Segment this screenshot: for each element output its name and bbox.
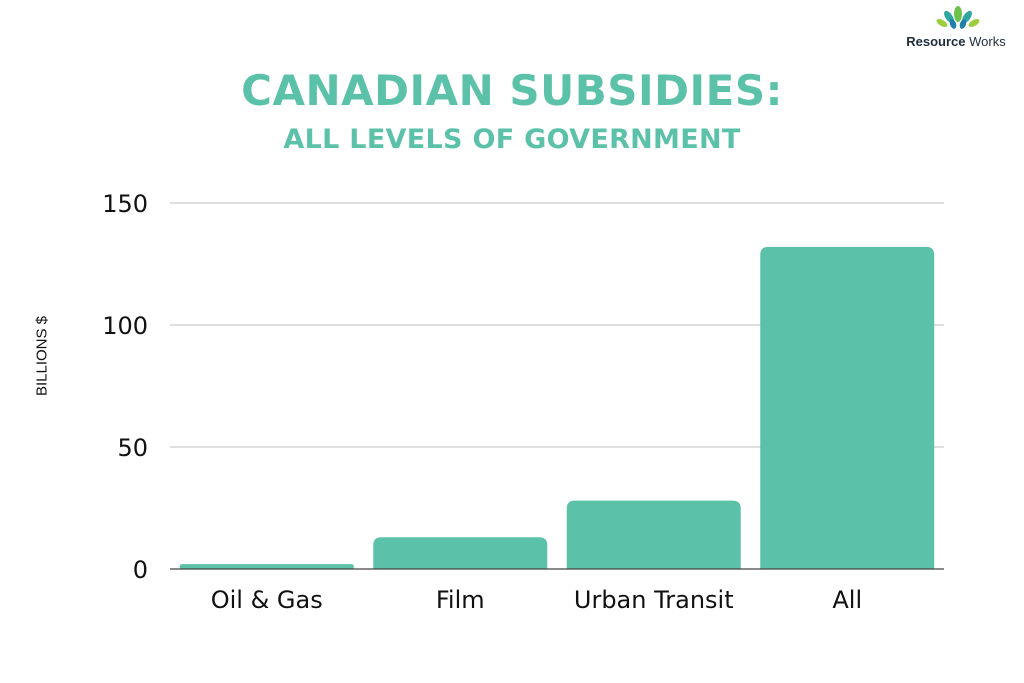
x-tick-label: Film — [436, 586, 485, 614]
brand-name: Resource Works — [896, 34, 1016, 49]
bar — [373, 537, 548, 569]
brand-name-bold: Resource — [906, 34, 966, 49]
bar — [179, 564, 354, 569]
y-tick-label: 0 — [133, 556, 148, 584]
x-tick-label: Urban Transit — [574, 586, 734, 614]
y-tick-label: 100 — [102, 312, 148, 340]
bar — [760, 246, 935, 570]
leaf-cluster-icon — [936, 6, 980, 29]
brand-name-rest: Works — [965, 34, 1006, 49]
resource-works-logo: Resource Works — [896, 6, 1016, 50]
chart-subtitle: ALL LEVELS OF GOVERNMENT — [283, 124, 741, 155]
chart-title: CANADIAN SUBSIDIES: — [241, 66, 783, 115]
x-tick-label: Oil & Gas — [211, 586, 323, 614]
x-tick-label: All — [832, 586, 862, 614]
y-tick-label: 50 — [117, 434, 148, 462]
y-tick-label: 150 — [102, 190, 148, 218]
bar — [566, 500, 741, 569]
